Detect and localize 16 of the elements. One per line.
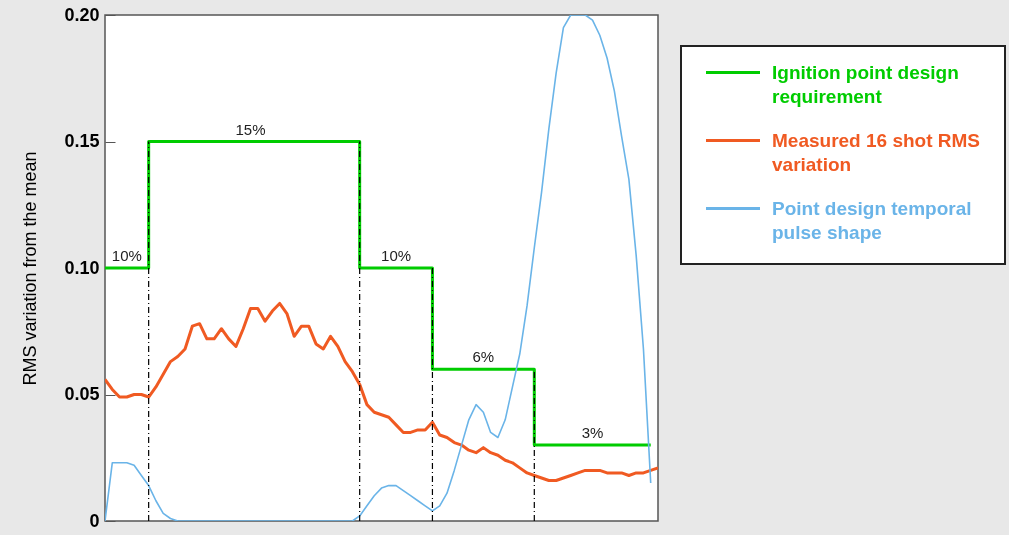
data-label: 3%	[581, 424, 604, 442]
y-tick-label: 0.15	[64, 131, 100, 151]
data-label: 15%	[235, 120, 266, 138]
y-axis-title: RMS variation from the mean	[20, 151, 41, 386]
y-tick-label: 0.20	[64, 4, 100, 25]
data-label: 10%	[381, 247, 412, 264]
legend-label: Measured 16 shot RMS variation	[772, 129, 981, 177]
y-tick-label: 0.10	[64, 257, 100, 278]
data-label: 6%	[472, 348, 495, 366]
legend-label: Point design temporal pulse shape	[772, 197, 973, 245]
legend-label: Ignition point design requirement	[772, 61, 960, 109]
y-tick-label: 0	[89, 510, 100, 531]
data-label: 10%	[111, 247, 142, 264]
line-series	[105, 15, 652, 521]
y-tick-label: 0.05	[64, 384, 100, 404]
line-series	[105, 301, 658, 483]
